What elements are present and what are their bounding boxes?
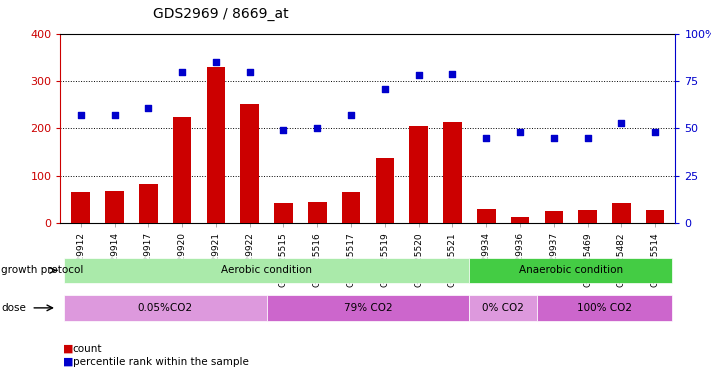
Point [75,112,87,118]
Text: 100% CO2: 100% CO2 [577,303,632,313]
Point [176,69,188,75]
Point [548,135,560,141]
Text: 79% CO2: 79% CO2 [343,303,392,313]
Bar [274,203,293,223]
Bar [612,203,631,223]
Bar [240,104,259,223]
Point [109,112,120,118]
Bar [308,202,326,223]
Bar [342,192,360,223]
Text: GDS2969 / 8669_at: GDS2969 / 8669_at [153,7,289,21]
Bar [71,192,90,223]
Bar [545,211,563,223]
Bar [443,122,461,223]
Bar [207,67,225,223]
Point [278,128,289,134]
Bar [139,184,158,223]
Point [582,135,593,141]
Text: percentile rank within the sample: percentile rank within the sample [73,357,248,367]
Point [311,126,323,132]
Text: ■: ■ [63,357,73,367]
Bar [578,210,597,223]
Text: 0% CO2: 0% CO2 [482,303,524,313]
Text: count: count [73,344,102,354]
Bar [375,158,394,223]
Point [143,105,154,111]
Point [447,70,458,76]
Text: ■: ■ [63,344,73,354]
Text: Anaerobic condition: Anaerobic condition [518,266,623,275]
Point [616,120,627,126]
Point [244,69,255,75]
Bar [410,126,428,223]
Point [210,59,222,65]
Point [346,112,357,118]
Point [514,129,525,135]
Text: Aerobic condition: Aerobic condition [221,266,312,275]
Point [649,129,661,135]
Bar [646,210,665,223]
Point [379,86,390,92]
Text: dose: dose [1,303,26,313]
Bar [173,117,191,223]
Bar [105,191,124,223]
Bar [510,217,529,223]
Point [413,72,424,78]
Bar [477,209,496,223]
Text: growth protocol: growth protocol [1,266,84,275]
Text: 0.05%CO2: 0.05%CO2 [138,303,193,313]
Point [481,135,492,141]
